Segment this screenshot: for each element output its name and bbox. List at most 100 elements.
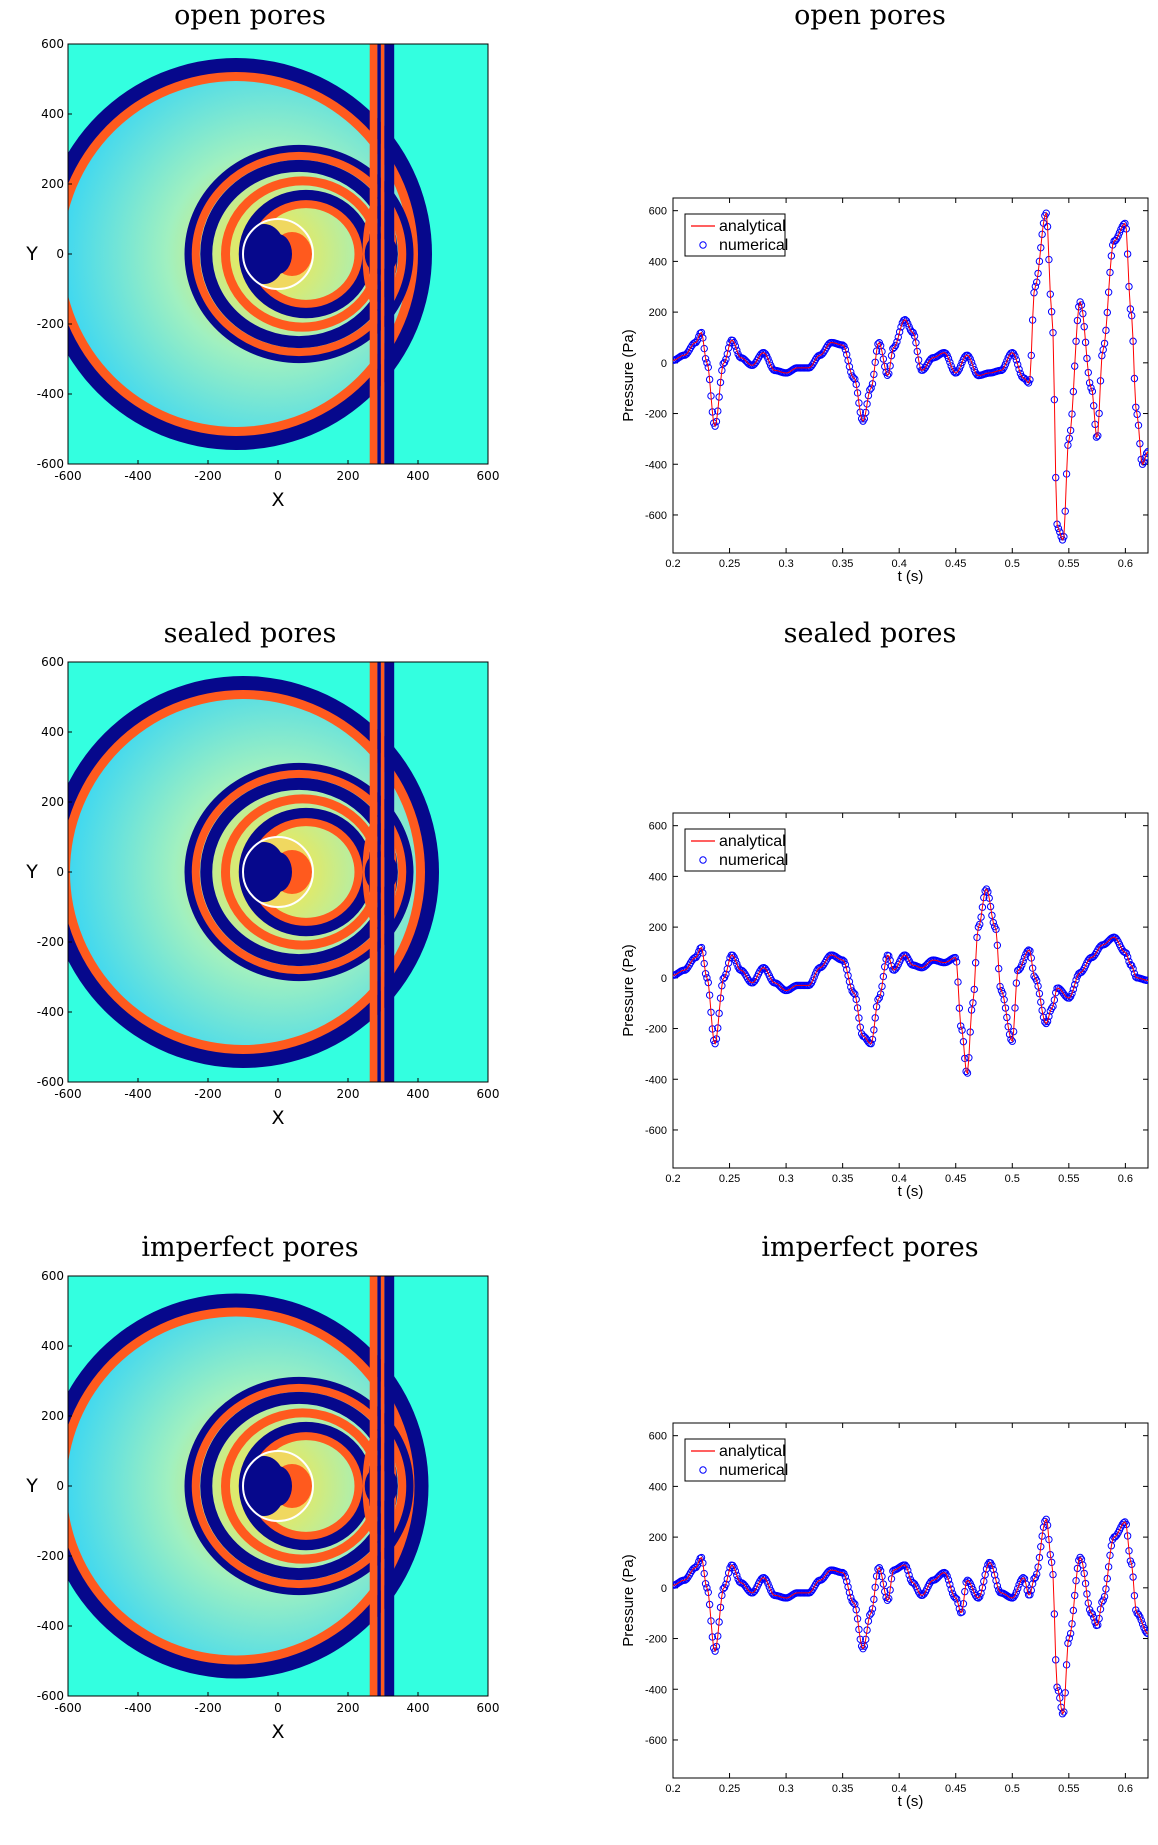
x-tick-label: 0.2: [665, 1783, 680, 1795]
analytical-line: [673, 888, 1148, 1075]
y-tick-label: 600: [649, 821, 667, 833]
wavefront-ring: [191, 1383, 407, 1589]
wavefield-plot-2: -600 -400 -200 0 200 400 600 600 400 200 0 -200 -400…: [25, 655, 500, 1129]
numerical-point: [840, 342, 848, 350]
numerical-point: [1142, 449, 1148, 457]
numerical-point: [1033, 976, 1041, 985]
series-group: [673, 209, 1148, 544]
numerical-point: [1114, 232, 1122, 240]
numerical-point: [1050, 996, 1059, 1004]
numerical-point: [697, 328, 706, 337]
plot-area: [672, 197, 1149, 554]
numerical-point: [845, 977, 854, 986]
x-tick-label: 600: [477, 1087, 500, 1101]
x-tick-label: 0: [274, 1087, 282, 1101]
y-tick-label: 400: [41, 1339, 64, 1353]
x-tick-label: 0.5: [1005, 1173, 1020, 1185]
numerical-point: [969, 1585, 977, 1594]
x-tick-label: 0.6: [1118, 1173, 1133, 1185]
field-image: [68, 662, 488, 1082]
wavefield-plot-3: -600 -400 -200 0 200 400 600 600 400 200 0 -200 -400…: [25, 1269, 500, 1743]
numerical-point: [697, 943, 706, 952]
x-tick-label: 200: [337, 1087, 360, 1101]
numerical-point: [947, 1585, 955, 1593]
numerical-point: [724, 1569, 733, 1577]
legend: analytical numerical: [684, 213, 788, 257]
numerical-point: [730, 1563, 738, 1572]
numerical-point: [1076, 1553, 1084, 1562]
y-tick-label: -600: [645, 1735, 667, 1747]
numerical-point: [841, 345, 850, 354]
x-tick-label: 0.6: [1118, 558, 1133, 570]
y-tick-label: 0: [56, 247, 64, 261]
x-axis-label: X: [271, 489, 284, 511]
numerical-point: [1090, 1613, 1098, 1622]
x-tick-label: 600: [477, 1701, 500, 1715]
numerical-point: [844, 1583, 852, 1591]
field-image: [68, 1276, 488, 1696]
interface-band-orange: [369, 662, 378, 1082]
x-tick-label: 0.3: [778, 1783, 793, 1795]
interface-band-dark: [377, 662, 381, 1082]
y-tick-label: 600: [41, 655, 64, 669]
x-tick-label: 0.35: [832, 1173, 853, 1185]
numerical-point: [914, 356, 923, 364]
numerical-point: [1056, 528, 1064, 536]
interface-band-orange: [380, 44, 385, 464]
x-tick-label: 0.2: [665, 1173, 680, 1185]
x-tick-label: 0: [274, 1701, 282, 1715]
x-tick-label: -400: [124, 1701, 151, 1715]
numerical-point: [1141, 453, 1148, 462]
scatterer-boundary: [242, 836, 314, 908]
numerical-point: [841, 1573, 850, 1581]
legend-analytical-label: analytical: [719, 1443, 786, 1460]
x-tick-label: 0.55: [1058, 1173, 1079, 1185]
legend-numerical-marker: [699, 241, 707, 249]
y-tick-label: 200: [41, 1409, 64, 1423]
numerical-point: [731, 1567, 740, 1575]
legend: analytical numerical: [684, 1438, 788, 1482]
numerical-point: [1015, 365, 1023, 373]
numerical-point: [1041, 1018, 1049, 1026]
interface-band-orange: [369, 44, 378, 464]
numerical-point: [722, 355, 730, 363]
y-tick-label: 400: [649, 871, 667, 883]
numerical-point: [1042, 1019, 1050, 1028]
x-tick-label: -200: [194, 1087, 221, 1101]
numerical-point: [985, 894, 993, 902]
numerical-point: [905, 1571, 913, 1579]
scatterer-blob: [264, 1466, 292, 1506]
legend-box: [684, 213, 786, 257]
numerical-point: [952, 1595, 961, 1603]
numerical-point: [1065, 1634, 1073, 1642]
numerical-point: [1012, 356, 1021, 364]
x-tick-label: 600: [477, 469, 500, 483]
y-tick-label: -200: [645, 1024, 667, 1036]
numerical-point: [1037, 998, 1045, 1006]
numerical-point: [885, 952, 893, 960]
x-tick-label: 0.5: [1005, 558, 1020, 570]
numerical-point: [711, 1647, 719, 1655]
wavefront-ring: [184, 144, 414, 364]
numerical-point: [946, 358, 954, 366]
interface-band-orange: [369, 1276, 378, 1696]
y-tick-label: -600: [37, 1075, 64, 1089]
numerical-point: [867, 1609, 875, 1617]
numerical-point: [1019, 1574, 1027, 1582]
x-tick-label: -600: [54, 1087, 81, 1101]
numerical-point: [993, 1582, 1002, 1590]
analytical-line: [673, 1518, 1148, 1715]
numerical-point: [989, 918, 997, 927]
numerical-point: [703, 359, 711, 367]
legend-box: [684, 828, 786, 872]
x-tick-label: 0.25: [719, 1783, 740, 1795]
x-tick-label: -400: [124, 469, 151, 483]
y-axis-label: Y: [25, 1475, 38, 1497]
numerical-point: [878, 347, 886, 356]
numerical-point: [969, 362, 977, 370]
scatterer-boundary: [242, 218, 314, 290]
numerical-point: [966, 355, 974, 363]
interface-band-dark: [377, 1276, 381, 1696]
y-tick-label: 200: [41, 177, 64, 191]
numerical-point: [1144, 1629, 1148, 1638]
